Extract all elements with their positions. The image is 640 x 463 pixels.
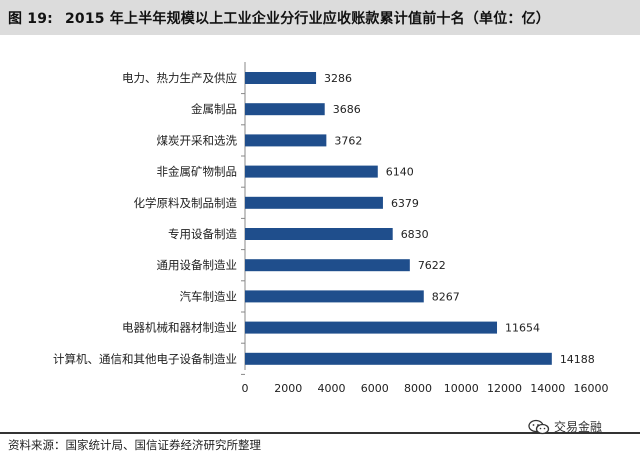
- value-label: 8267: [432, 290, 460, 303]
- category-label: 通用设备制造业: [157, 258, 238, 272]
- bar: [245, 165, 378, 178]
- bar: [245, 321, 498, 334]
- x-tick-label: 10000: [444, 382, 479, 395]
- bar-chart: 电力、热力生产及供应 3286 金属制品 3686 煤炭开采和选洗 3762 非金属矿物制品…: [53, 62, 609, 395]
- x-tick-label: 6000: [361, 382, 389, 395]
- bar: [245, 196, 383, 209]
- x-tick-label: 8000: [404, 382, 432, 395]
- x-tick-label: 14000: [530, 382, 565, 395]
- figure-label: 图 19:: [8, 11, 53, 27]
- watermark-text: 交易金融: [554, 420, 603, 434]
- bar: [245, 352, 552, 365]
- value-label: 6140: [386, 166, 414, 179]
- value-label: 6379: [391, 197, 419, 210]
- bar: [245, 228, 393, 240]
- value-label: 7622: [418, 259, 446, 272]
- x-tick-label: 2000: [274, 382, 302, 395]
- title-bar: [0, 0, 640, 35]
- title-text: 2015 年上半年规模以上工业企业分行业应收账款累计值前十名（单位：亿）: [64, 11, 551, 27]
- category-label: 汽车制造业: [180, 289, 238, 303]
- value-label: 14188: [560, 353, 595, 366]
- bar: [245, 134, 327, 147]
- wechat-icon: [528, 419, 550, 434]
- source-note: 资料来源：国家统计局、国信证券经济研究所整理: [8, 438, 261, 452]
- x-tick-label: 12000: [487, 382, 522, 395]
- value-label: 11654: [505, 322, 540, 335]
- source-divider: [0, 432, 640, 434]
- chart-title: 图 19: 2015 年上半年规模以上工业企业分行业应收账款累计值前十名（单位：亿…: [8, 8, 550, 28]
- category-label: 电力、热力生产及供应: [122, 71, 237, 85]
- x-tick-label: 4000: [318, 382, 346, 395]
- bar: [245, 259, 410, 272]
- value-label: 6830: [401, 228, 429, 241]
- value-label: 3286: [324, 72, 352, 85]
- category-label: 化学原料及制品制造: [134, 196, 238, 210]
- bar: [245, 72, 317, 84]
- category-label: 非金属矿物制品: [157, 165, 238, 179]
- bar: [245, 103, 325, 116]
- x-tick-label: 0: [242, 382, 249, 395]
- category-label: 电器机械和器材制造业: [122, 321, 237, 335]
- x-tick-label: 16000: [574, 382, 609, 395]
- watermark: 交易金融: [528, 418, 602, 435]
- value-label: 3686: [333, 103, 361, 116]
- category-label: 专用设备制造: [168, 227, 237, 241]
- category-label: 煤炭开采和选洗: [157, 133, 238, 147]
- category-label: 金属制品: [191, 102, 237, 116]
- value-label: 3762: [334, 134, 362, 147]
- bar: [245, 290, 424, 303]
- category-label: 计算机、通信和其他电子设备制造业: [53, 352, 237, 366]
